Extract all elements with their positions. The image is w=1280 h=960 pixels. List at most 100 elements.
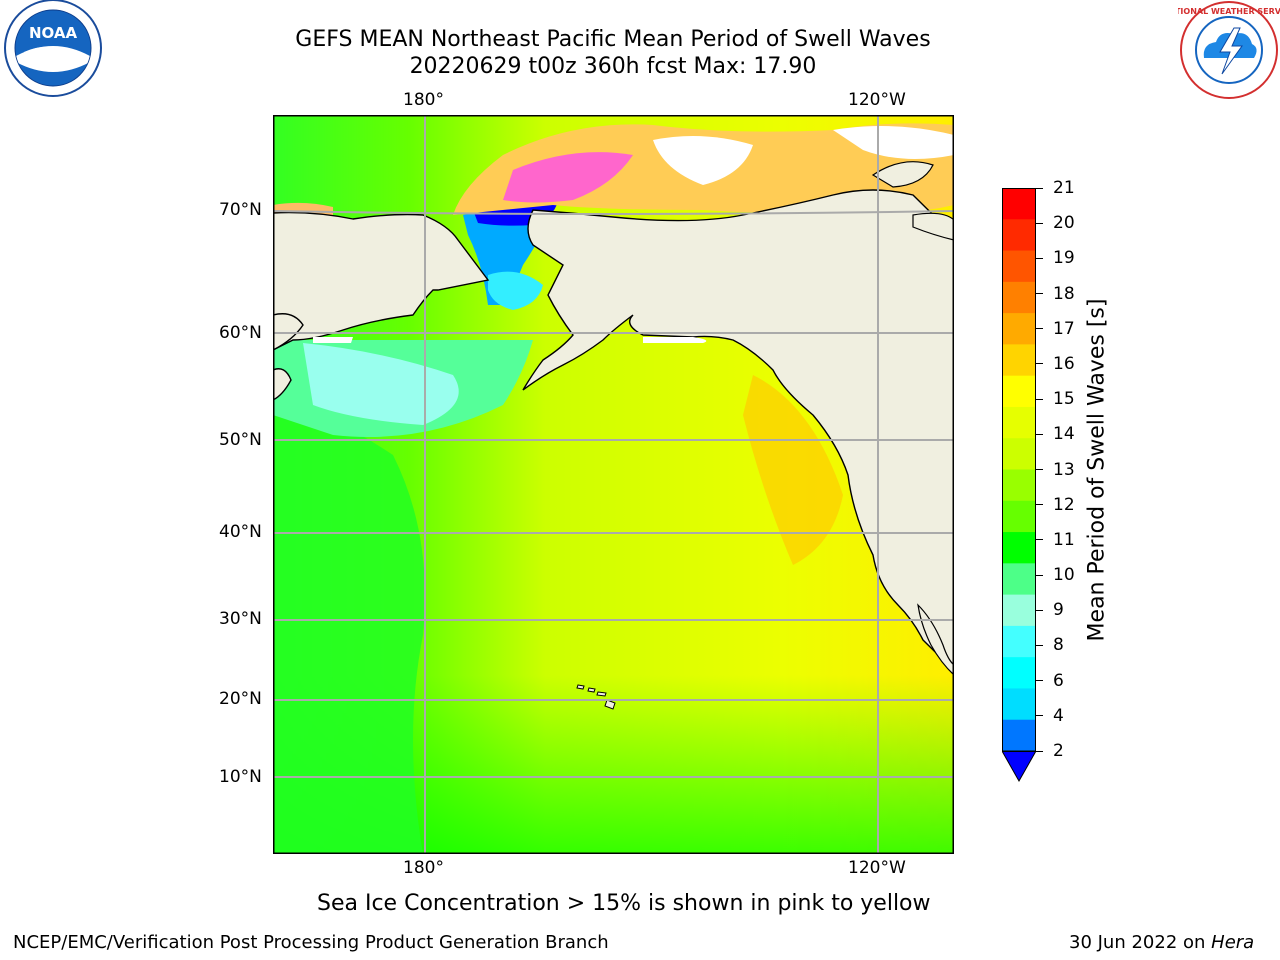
colorbar-tick [1036,644,1043,646]
colorbar-tick-label: 17 [1053,318,1075,339]
baja-california [917,603,954,676]
colorbar-tick-label: 18 [1053,283,1075,304]
colorbar-tick-label: 13 [1053,459,1075,480]
high-period-region [743,375,843,565]
colorbar-tick [1036,680,1043,682]
colorbar-tick-label: 20 [1053,213,1075,234]
footer-machine: Hera [1211,932,1255,953]
footer-branch: NCEP/EMC/Verification Post Processing Pr… [13,932,609,953]
lat-label-20n: 20°N [219,689,262,709]
colorbar-band [1002,281,1036,314]
colorbar-band [1002,219,1036,252]
colorbar-band [1002,563,1036,596]
colorbar-tick [1036,715,1043,717]
arctic-island-2 [912,212,954,241]
colorbar-tick [1036,539,1043,541]
kamchatka-land [273,313,304,351]
map-border [273,115,954,854]
north-america-land [522,189,954,671]
colorbar-tick-label: 15 [1053,389,1075,410]
noaa-logo: NOAA [4,0,102,97]
colorbar-band [1002,250,1036,283]
colorbar-band [1002,406,1036,439]
lat-label-10n: 10°N [219,767,262,787]
colorbar-tick-label: 8 [1053,635,1064,656]
colorbar-tick [1036,504,1043,506]
coastal-mask [643,337,707,343]
arctic-island [871,161,934,188]
colorbar-tick [1036,469,1043,470]
colorbar-band [1002,719,1036,752]
colorbar-band [1002,344,1036,377]
colorbar-tick [1036,187,1043,189]
swell-period-map [273,115,954,854]
colorbar-tick-label: 9 [1053,600,1064,621]
colorbar-border [1002,188,1036,752]
map-title: GEFS MEAN Northeast Pacific Mean Period … [295,27,931,52]
siberia-land [273,211,490,351]
colorbar-tick-label: 6 [1053,670,1064,691]
colorbar-tick-label: 14 [1053,424,1075,445]
hawaii-kauai [576,684,585,690]
colorbar-tick-label: 21 [1053,178,1075,198]
hawaii-maui [596,691,607,697]
colorbar-tick [1036,222,1043,224]
lat-label-60n: 60°N [219,323,262,343]
colorbar-band [1002,500,1036,533]
hawaii-big-island [604,699,616,710]
lat-label-30n: 30°N [219,609,262,629]
colorbar-tick-label: 19 [1053,248,1075,269]
lat-label-70n: 70°N [219,200,262,220]
colorbar-tick [1036,750,1043,752]
colorbar-tick-label: 4 [1053,705,1064,726]
colorbar-tick [1036,609,1043,611]
nws-logo: NATIONAL WEATHER SERVICE [1178,1,1280,99]
noaa-logo-text: NOAA [29,24,78,42]
colorbar-tick-label: 10 [1053,565,1075,586]
colorbar-band [1002,532,1036,564]
lat-label-50n: 50°N [219,430,262,450]
colorbar-tick-label: 16 [1053,353,1075,374]
footer-date-text: 30 Jun 2022 on [1069,932,1212,953]
map-subtitle: 20220629 t00z 360h fcst Max: 17.90 [409,54,817,79]
footer-date: 30 Jun 2022 on Hera [1069,932,1254,954]
lon-label-bottom-180: 180° [403,858,444,878]
colorbar-extend-arrow [1002,750,1036,783]
lat-label-40n: 40°N [219,522,262,542]
graticule [273,115,954,854]
colorbar-band [1002,657,1036,689]
colorbar-tick-label: 12 [1053,494,1075,515]
colorbar-band [1002,375,1036,408]
hawaii-oahu [587,687,596,693]
colorbar-tick [1036,257,1043,259]
low-period-region [303,343,459,425]
colorbar-band [1002,594,1036,627]
colorbar-tick [1036,293,1043,295]
sea-ice-pink [503,152,633,203]
kamchatka-tip [273,368,292,401]
colorbar [1002,188,1036,783]
colorbar-tick-label: 11 [1053,529,1075,550]
colorbar-band [1002,313,1036,345]
lon-label-top-180: 180° [403,90,444,110]
colorbar-band [1002,625,1036,658]
west-band [273,395,425,854]
colorbar-band [1002,438,1036,470]
nws-logo-text: NATIONAL WEATHER SERVICE [1178,7,1280,16]
colorbar-tick-label: 2 [1053,741,1064,761]
colorbar-tick [1036,433,1043,435]
colorbar-tick [1036,328,1043,330]
arctic-open-area [653,136,753,185]
colorbar-band [1002,688,1036,721]
colorbar-band [1002,469,1036,502]
arctic-open-area-east [833,126,954,159]
coastal-mask-west [313,337,353,343]
colorbar-title: Mean Period of Swell Waves [s] [1084,298,1110,642]
colorbar-tick [1036,574,1043,576]
colorbar-tick [1036,363,1043,365]
lon-label-top-120w: 120°W [848,90,906,110]
colorbar-tick [1036,398,1043,400]
sea-ice-note: Sea Ice Concentration > 15% is shown in … [317,891,931,916]
norton-sound-swell [488,271,543,310]
lon-label-bottom-120w: 120°W [848,858,906,878]
